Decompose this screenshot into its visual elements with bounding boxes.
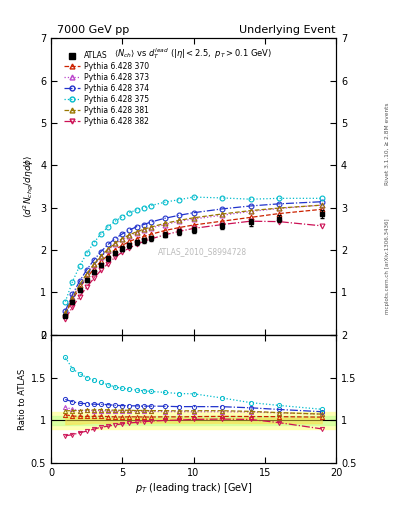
Text: $\langle N_{ch}\rangle$ vs $d_T^{lead}$ $(|\eta| < 2.5,\ p_T > 0.1$ GeV$)$: $\langle N_{ch}\rangle$ vs $d_T^{lead}$ … xyxy=(114,46,273,61)
X-axis label: $p_T$ (leading track) [GeV]: $p_T$ (leading track) [GeV] xyxy=(135,481,252,495)
Legend: ATLAS, Pythia 6.428 370, Pythia 6.428 373, Pythia 6.428 374, Pythia 6.428 375, P: ATLAS, Pythia 6.428 370, Pythia 6.428 37… xyxy=(61,48,152,129)
Text: Underlying Event: Underlying Event xyxy=(239,25,335,35)
Y-axis label: $\langle d^2 N_{chg}/d\eta d\phi \rangle$: $\langle d^2 N_{chg}/d\eta d\phi \rangle… xyxy=(21,155,36,218)
Text: Rivet 3.1.10, ≥ 2.8M events: Rivet 3.1.10, ≥ 2.8M events xyxy=(385,102,390,185)
Bar xyxy=(51,416,336,425)
Text: 7000 GeV pp: 7000 GeV pp xyxy=(57,25,129,35)
Y-axis label: Ratio to ATLAS: Ratio to ATLAS xyxy=(18,368,27,430)
Text: mcplots.cern.ch [arXiv:1306.3436]: mcplots.cern.ch [arXiv:1306.3436] xyxy=(385,219,390,314)
Bar xyxy=(51,412,336,429)
Text: ATLAS_2010_S8994728: ATLAS_2010_S8994728 xyxy=(158,247,247,256)
